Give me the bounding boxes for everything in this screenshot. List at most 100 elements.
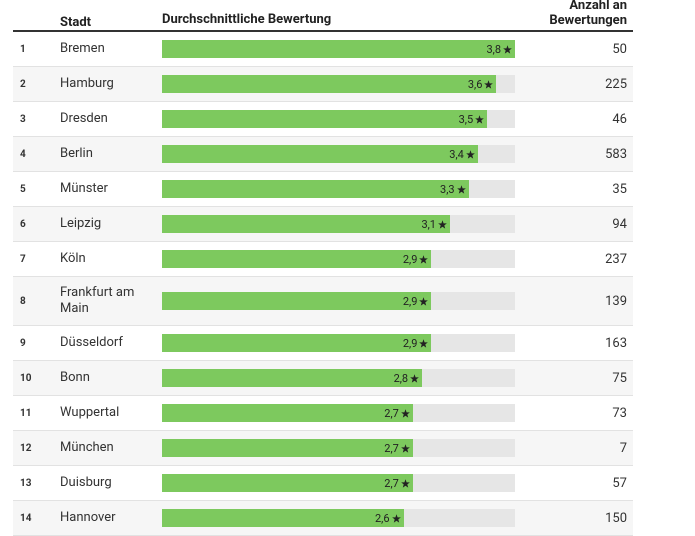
- bar: 3,8: [162, 40, 515, 58]
- value-label: 2,7: [384, 476, 399, 490]
- bar: 3,1: [162, 215, 450, 233]
- bar-track: 2,9: [162, 334, 515, 352]
- star-icon: [419, 254, 429, 264]
- star-shape: [419, 296, 429, 306]
- value-label: 3,4: [449, 147, 464, 161]
- value-label: 2,6: [374, 511, 390, 525]
- value-label: 2,7: [384, 406, 399, 420]
- value-label: 3,6: [467, 77, 483, 91]
- rank: 4: [20, 148, 26, 160]
- rating-count: 35: [612, 181, 627, 197]
- city-name: Dresden: [60, 111, 108, 126]
- rating-count: 150: [605, 510, 627, 526]
- star-shape: [503, 44, 512, 54]
- bar-cell: 2,9: [162, 250, 515, 268]
- rank: 14: [20, 512, 32, 524]
- rating-count: 46: [612, 111, 627, 127]
- bar: 2,9: [162, 292, 432, 310]
- rating-count: 73: [612, 405, 627, 421]
- star-shape: [400, 408, 410, 418]
- bar-track: 3,6: [162, 75, 515, 93]
- bar-track: 2,7: [162, 474, 515, 492]
- table-row: 6 Leipzig 3,1 94: [13, 207, 633, 242]
- value-label: 2,9: [402, 294, 418, 308]
- value-label: 3,5: [458, 112, 474, 126]
- table-row: 11 Wuppertal 2,7 73: [13, 396, 633, 431]
- star-shape: [484, 79, 494, 89]
- star-shape: [456, 184, 466, 194]
- star-icon: [438, 219, 447, 229]
- table-row: 9 Düsseldorf 2,9 163: [13, 326, 633, 361]
- bar-track: 2,7: [162, 404, 515, 422]
- bar-cell: 2,7: [162, 439, 515, 457]
- rank: 7: [20, 253, 26, 265]
- rating-count: 50: [612, 41, 627, 57]
- value-label: 2,9: [402, 336, 418, 350]
- bar-cell: 2,7: [162, 474, 515, 492]
- bar-cell: 2,8: [162, 369, 515, 387]
- star-icon: [466, 149, 475, 159]
- bar-track: 3,4: [162, 145, 515, 163]
- star-shape: [400, 478, 410, 488]
- rating-count: 163: [605, 335, 627, 351]
- city-name: Köln: [60, 251, 86, 266]
- table-header: Stadt Durchschnittliche Bewertung Anzahl…: [13, 0, 633, 32]
- rank: 12: [20, 442, 32, 454]
- star-shape: [391, 513, 401, 523]
- table-row: 8 Frankfurt am Main 2,9 139: [13, 277, 633, 326]
- bar-cell: 2,9: [162, 334, 515, 352]
- star-shape: [438, 219, 447, 229]
- table-body: 1 Bremen 3,8 50 2 Hamburg 3,6 225 3 Dresden 3,5 46 4…: [13, 32, 633, 536]
- city-name: Leipzig: [60, 216, 102, 231]
- rating-count: 57: [612, 475, 627, 491]
- rating-count: 7: [619, 440, 627, 456]
- rank: 6: [20, 218, 26, 230]
- bar: 3,4: [162, 145, 478, 163]
- rating-count: 94: [612, 216, 627, 232]
- table-row: 2 Hamburg 3,6 225: [13, 67, 633, 102]
- column-header: Durchschnittliche Bewertung: [162, 12, 332, 27]
- star-shape: [419, 254, 429, 264]
- column-header: Stadt: [60, 15, 92, 30]
- bar-track: 2,9: [162, 250, 515, 268]
- rank: 11: [20, 407, 32, 419]
- table-row: 13 Duisburg 2,7 57: [13, 466, 633, 501]
- rank: 3: [20, 113, 26, 125]
- bar: 2,9: [162, 334, 432, 352]
- city-name: München: [60, 440, 114, 455]
- bar: 2,7: [162, 474, 413, 492]
- table-row: 4 Berlin 3,4 583: [13, 137, 633, 172]
- rank: 10: [20, 372, 32, 384]
- rank: 8: [20, 295, 26, 307]
- bar-track: 3,1: [162, 215, 515, 233]
- star-icon: [484, 79, 494, 89]
- bar: 2,9: [162, 250, 432, 268]
- city-name: Frankfurt am Main: [60, 285, 135, 316]
- bar-cell: 3,3: [162, 180, 515, 198]
- table-row: 7 Köln 2,9 237: [13, 242, 633, 277]
- rank: 5: [20, 183, 26, 195]
- city-name: Duisburg: [60, 475, 112, 490]
- table-row: 1 Bremen 3,8 50: [13, 32, 633, 67]
- city-name: Berlin: [60, 146, 93, 161]
- bar-track: 2,8: [162, 369, 515, 387]
- bar-cell: 3,1: [162, 215, 515, 233]
- value-label: 2,9: [402, 252, 418, 266]
- bar-track: 3,3: [162, 180, 515, 198]
- bar: 3,6: [162, 75, 497, 93]
- value-label: 3,8: [486, 42, 501, 56]
- city-name: Bonn: [60, 370, 90, 385]
- city-name: Düsseldorf: [60, 335, 123, 350]
- star-icon: [419, 338, 429, 348]
- star-icon: [400, 478, 410, 488]
- star-icon: [410, 373, 419, 383]
- star-icon: [400, 408, 410, 418]
- star-icon: [456, 184, 466, 194]
- rating-count: 583: [605, 146, 627, 162]
- bar-track: 2,9: [162, 292, 515, 310]
- rank: 1: [20, 43, 26, 55]
- bar-track: 2,6: [162, 509, 515, 527]
- star-icon: [503, 44, 512, 54]
- star-icon: [391, 513, 401, 523]
- city-name: Münster: [60, 181, 108, 196]
